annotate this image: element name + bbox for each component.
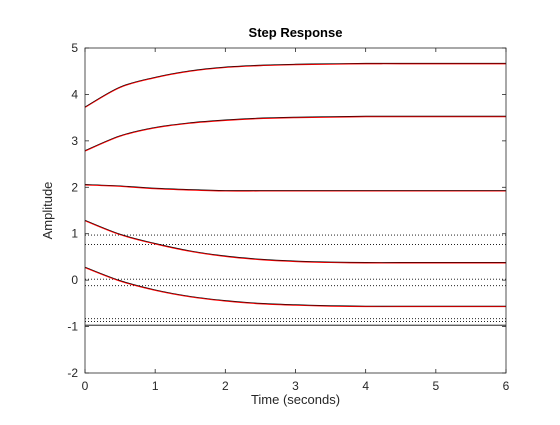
response-curve-red-2: [84, 116, 506, 152]
response-curve-red-4: [84, 220, 506, 264]
response-curve-5: [84, 266, 506, 307]
response-curve-1: [84, 62, 506, 108]
response-curve-4: [84, 219, 506, 263]
plot-area: [85, 48, 506, 373]
x-axis-ticks: 0 1 2 3 4 5 6: [82, 48, 510, 393]
x-tick-label: 5: [432, 379, 439, 393]
y-tick-label: 4: [71, 87, 78, 101]
x-tick-label: 6: [503, 379, 510, 393]
response-curves: [84, 62, 506, 308]
y-axis-label: Amplitude: [40, 182, 55, 240]
response-curve-red-3: [84, 184, 506, 192]
y-tick-label: 2: [71, 180, 78, 194]
y-axis-ticks: -2 -1 0 1 2 3 4 5: [67, 41, 506, 380]
y-tick-label: 0: [71, 273, 78, 287]
reference-lines: [85, 234, 506, 326]
x-tick-label: 0: [82, 379, 89, 393]
y-tick-label: -1: [67, 320, 78, 334]
x-tick-label: 4: [362, 379, 369, 393]
y-tick-label: 3: [71, 134, 78, 148]
response-curve-red-5: [84, 267, 506, 308]
chart-title: Step Response: [249, 25, 343, 40]
response-curve-2: [84, 115, 506, 151]
y-tick-label: 5: [71, 41, 78, 55]
x-tick-label: 3: [292, 379, 299, 393]
x-axis-label: Time (seconds): [251, 392, 340, 407]
x-tick-label: 1: [152, 379, 159, 393]
y-tick-label: 1: [71, 227, 78, 241]
response-curve-3: [84, 184, 506, 191]
y-tick-label: -2: [67, 366, 78, 380]
x-tick-label: 2: [222, 379, 229, 393]
response-curve-red-1: [84, 63, 506, 108]
